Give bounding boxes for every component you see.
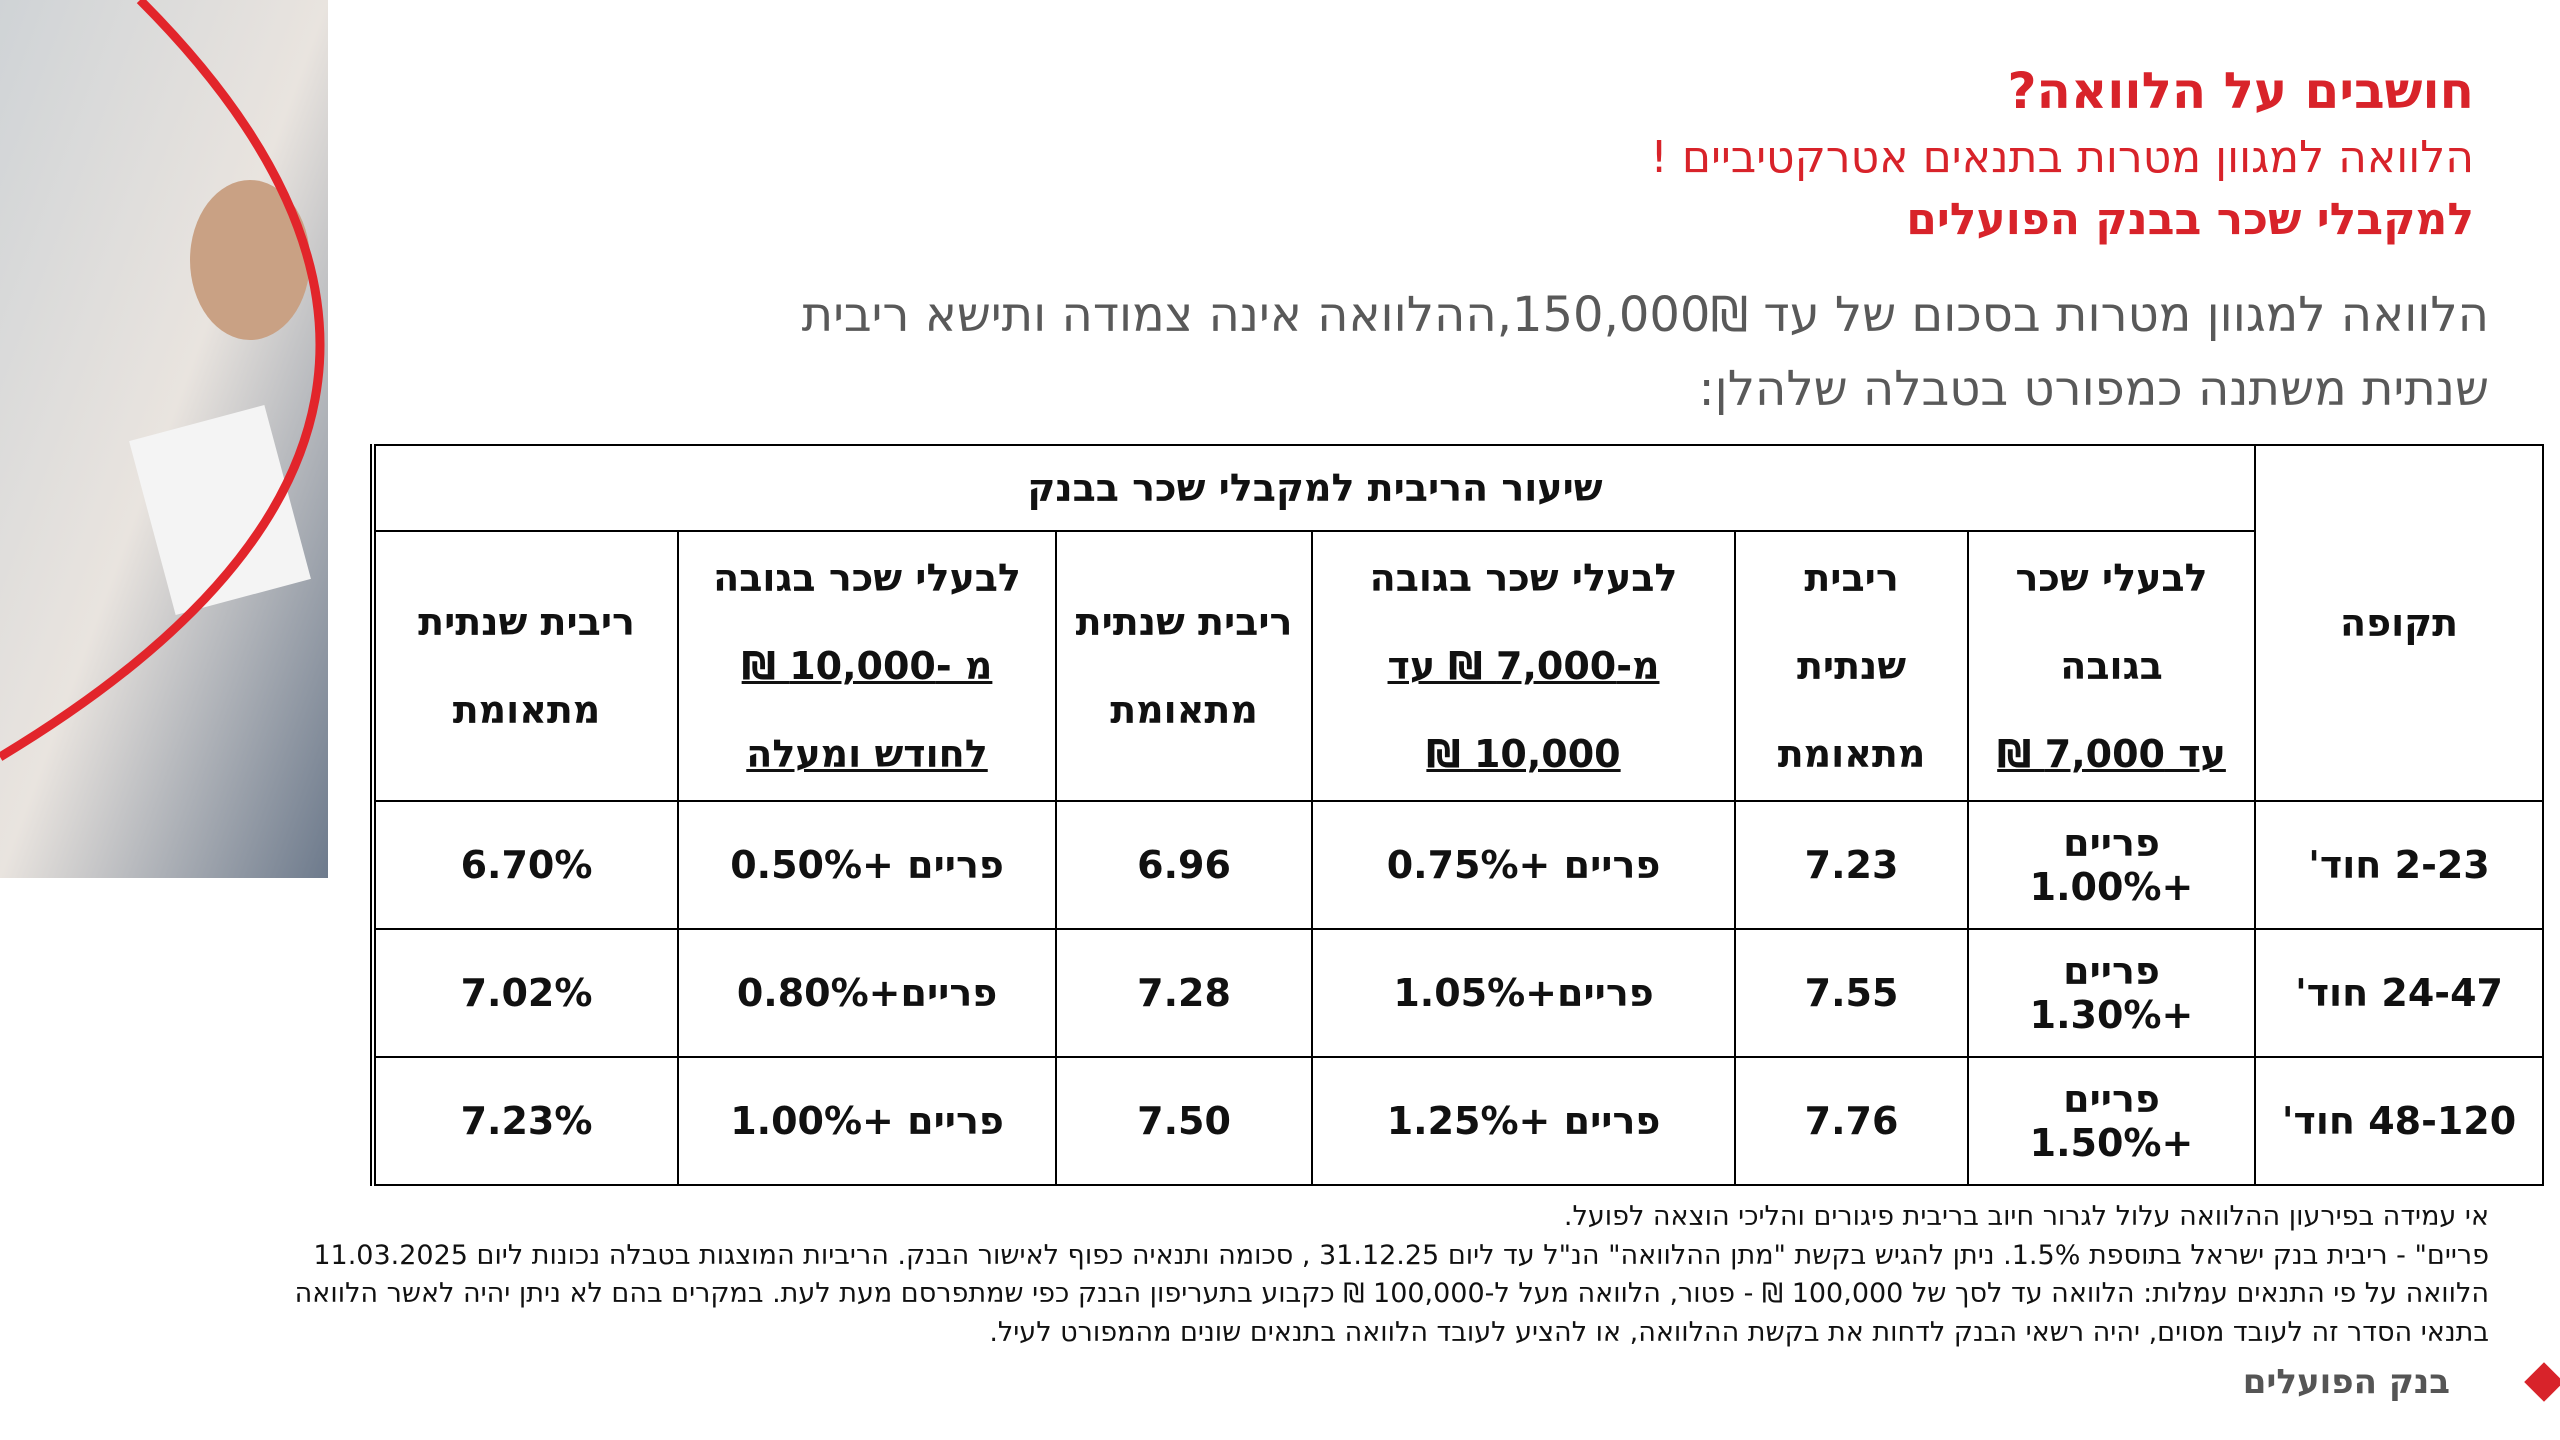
column-header-range: מ-7,000 ₪ עד 10,000 ₪ xyxy=(1387,644,1660,776)
column-header: ריבית שנתית מתאומת xyxy=(1734,530,1970,802)
column-header-range: מ -10,000 ₪ לחודש ומעלה xyxy=(741,644,993,776)
column-header-lead: ריבית שנתית מתאומת xyxy=(1777,556,1926,776)
intro-line: שנתית משתנה כמפורט בטבלה שלהלן: xyxy=(1698,361,2489,417)
rate-cell: פריים +1.30% xyxy=(1967,928,2257,1058)
title: חושבים על הלוואה? xyxy=(2007,62,2474,120)
footnote: אי עמידה בפירעון ההלוואה עלול לגרור חיוב… xyxy=(1563,1201,2489,1232)
column-header-range: עד 7,000 ₪ xyxy=(1997,732,2226,776)
intro: הלוואה למגוון מטרות בסכום של עד 150,000₪… xyxy=(802,278,2489,426)
audience: למקבלי שכר בבנק הפועלים xyxy=(1906,194,2474,245)
rate-cell: 7.02% xyxy=(371,928,680,1058)
rate-cell: פריים +1.00% xyxy=(677,1056,1058,1186)
rate-cell: פריים+0.80% xyxy=(677,928,1058,1058)
rate-cell: 6.70% xyxy=(371,800,680,930)
column-header: ריבית שנתית מתאומת xyxy=(1055,530,1314,802)
column-header-lead: לבעלי שכר בגובה xyxy=(713,556,1021,600)
column-header: לבעלי שכר בגובה עד 7,000 ₪ xyxy=(1967,530,2257,802)
period-cell: 24-47 חוד' xyxy=(2254,928,2545,1058)
footnote: פריים" - ריבית בנק ישראל בתוספת 1.5%. ני… xyxy=(313,1239,2489,1271)
rate-cell: פריים +1.00% xyxy=(1967,800,2257,930)
intro-line: הלוואה למגוון מטרות בסכום של עד 150,000₪… xyxy=(801,287,2489,343)
table-row: 48-120 חוד' פריים +1.50% 7.76 פריים +1.25% 7… xyxy=(371,1056,2545,1186)
rate-cell: 6.96 xyxy=(1055,800,1314,930)
logo: בנק הפועלים xyxy=(2242,1362,2450,1402)
column-header: לבעלי שכר בגובה מ-7,000 ₪ עד 10,000 ₪ xyxy=(1311,530,1737,802)
column-header: ריבית שנתית מתאומת xyxy=(371,530,680,802)
rate-cell: פריים +0.50% xyxy=(677,800,1058,930)
rate-cell: 7.23 xyxy=(1734,800,1970,930)
column-header: לבעלי שכר בגובה מ -10,000 ₪ לחודש ומעלה xyxy=(677,530,1058,802)
column-header-lead: ריבית שנתית מתאומת xyxy=(1075,600,1293,732)
red-curve xyxy=(0,0,325,761)
group-header: שיעור הריבית למקבלי שכר בבנק xyxy=(371,444,2257,532)
column-header-lead: ריבית שנתית מתאומת xyxy=(418,600,635,732)
footnotes: אי עמידה בפירעון ההלוואה עלול לגרור חיוב… xyxy=(295,1198,2489,1352)
rates-table: תקופה שיעור הריבית למקבלי שכר בבנק לבעלי… xyxy=(370,444,2545,1186)
rate-cell: 7.28 xyxy=(1055,928,1314,1058)
period-cell: 48-120 חוד' xyxy=(2254,1056,2545,1186)
rate-cell: 7.55 xyxy=(1734,928,1970,1058)
footnote: בתנאי הסדר זה לעובד מסוים, יהיה רשאי הבנ… xyxy=(989,1316,2489,1348)
rate-cell: 7.23% xyxy=(371,1056,680,1186)
rate-cell: 7.50 xyxy=(1055,1056,1314,1186)
logo-mark xyxy=(2524,1362,2560,1402)
period-cell: 2-23 חוד' xyxy=(2254,800,2545,930)
rate-cell: פריים +0.75% xyxy=(1311,800,1737,930)
table-row: 24-47 חוד' פריים +1.30% 7.55 פריים+1.05% 7.2… xyxy=(371,928,2545,1058)
rate-cell: 7.76 xyxy=(1734,1056,1970,1186)
photo-paper xyxy=(129,404,311,616)
table-row: 2-23 חוד' פריים +1.00% 7.23 פריים +0.75% 6.9… xyxy=(371,800,2545,930)
column-header-lead: לבעלי שכר בגובה xyxy=(2015,556,2208,688)
photo xyxy=(0,0,328,878)
subtitle: הלוואה למגוון מטרות בתנאים אטרקטיביים ! xyxy=(1650,132,2474,183)
rate-cell: פריים +1.25% xyxy=(1311,1056,1737,1186)
footnote: הלוואה על פי התנאים עמלות: הלוואה עד לסך… xyxy=(294,1278,2489,1309)
period-header: תקופה xyxy=(2254,444,2545,802)
column-header-lead: לבעלי שכר בגובה xyxy=(1369,556,1678,600)
rate-cell: פריים +1.50% xyxy=(1967,1056,2257,1186)
photo-face xyxy=(190,180,310,340)
rate-cell: פריים+1.05% xyxy=(1311,928,1737,1058)
